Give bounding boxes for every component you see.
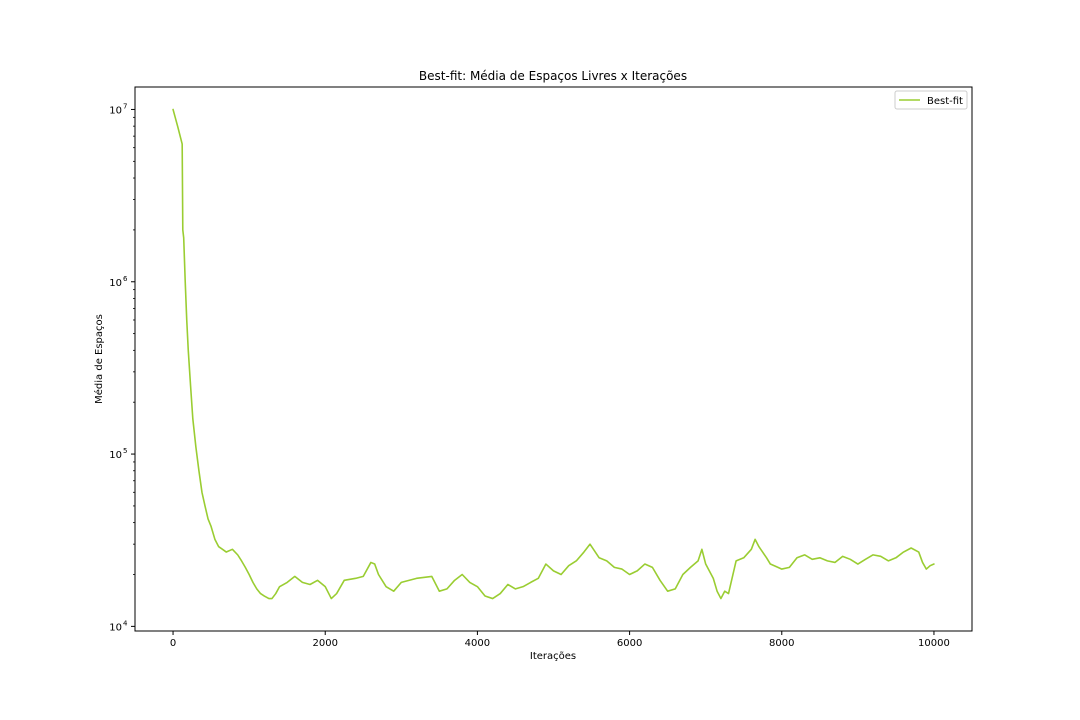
y-axis-label: Média de Espaços <box>93 314 105 404</box>
y-tick-exponent: 5 <box>123 447 127 455</box>
x-axis-label: Iterações <box>530 651 576 662</box>
y-tick-label: 10 <box>109 450 122 461</box>
legend-box <box>894 90 968 110</box>
y-tick-exponent: 6 <box>123 275 128 283</box>
legend: Best-fit <box>894 90 968 110</box>
y-tick-exponent: 7 <box>123 102 127 110</box>
plot-frame <box>134 86 973 632</box>
series-line-best-fit <box>172 108 935 600</box>
chart-title: Best-fit: Média de Espaços Livres x Iter… <box>419 69 687 83</box>
x-tick-label: 4000 <box>465 638 490 649</box>
x-tick-label: 10000 <box>918 638 950 649</box>
y-tick-label: 10 <box>109 105 122 116</box>
y-tick-exponent: 4 <box>123 619 128 627</box>
x-tick-label: 0 <box>170 638 176 649</box>
plot-area <box>172 108 935 600</box>
x-tick-label: 8000 <box>769 638 794 649</box>
legend-label-best-fit: Best-fit <box>927 96 963 107</box>
y-tick-label: 10 <box>109 278 122 289</box>
y-tick-label: 10 <box>109 622 122 633</box>
x-tick-label: 6000 <box>617 638 642 649</box>
x-tick-label: 2000 <box>313 638 338 649</box>
x-axis-ticks: 0 2000 4000 6000 8000 10000 <box>170 631 950 649</box>
